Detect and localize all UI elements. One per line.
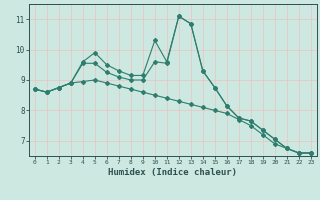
X-axis label: Humidex (Indice chaleur): Humidex (Indice chaleur) bbox=[108, 168, 237, 177]
